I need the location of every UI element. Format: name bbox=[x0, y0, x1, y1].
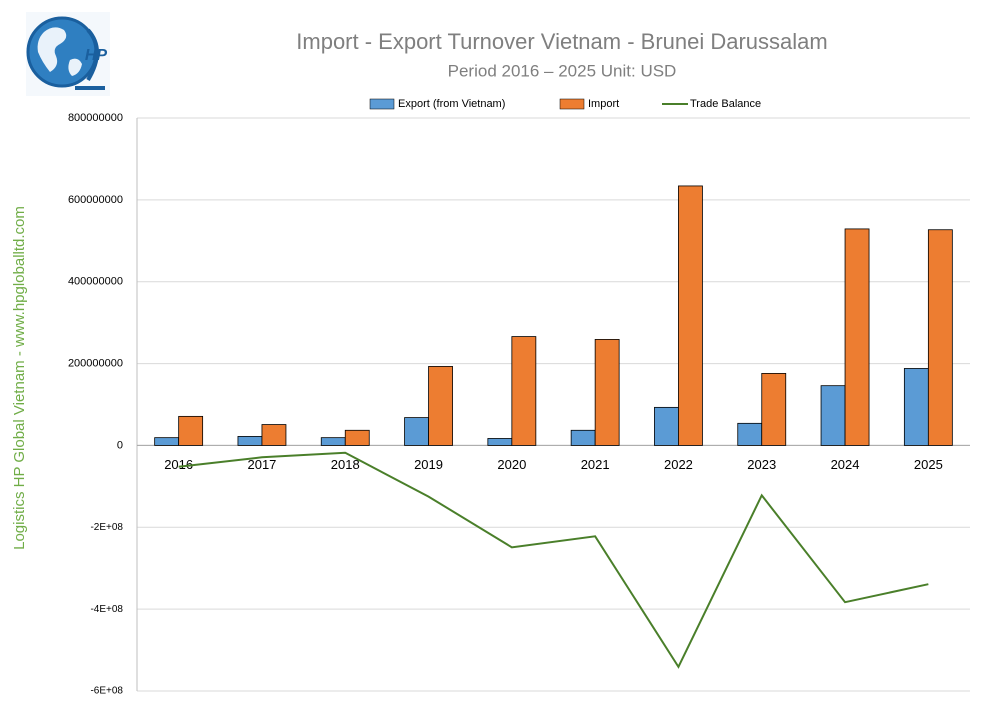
legend-label: Import bbox=[588, 98, 619, 110]
x-tick-label: 2020 bbox=[497, 457, 526, 472]
y-tick-label: 400000000 bbox=[68, 276, 123, 288]
x-tick-label: 2016 bbox=[164, 457, 193, 472]
bar bbox=[261, 424, 287, 446]
bar bbox=[820, 385, 846, 446]
bar bbox=[404, 417, 429, 446]
bar bbox=[511, 336, 537, 446]
x-tick-label: 2024 bbox=[831, 457, 860, 472]
trade-balance-line bbox=[178, 451, 929, 669]
x-tick-label: 2025 bbox=[914, 457, 943, 472]
logo-swoosh bbox=[75, 28, 105, 90]
bar bbox=[594, 339, 620, 446]
legend-label: Export (from Vietnam) bbox=[398, 98, 505, 110]
bar bbox=[428, 366, 453, 446]
bar bbox=[154, 437, 180, 446]
bar bbox=[844, 228, 870, 446]
legend-swatch bbox=[369, 98, 395, 110]
side-text: Logistics HP Global Vietnam - www.hpglob… bbox=[11, 206, 28, 550]
y-tick-label: 200000000 bbox=[68, 357, 123, 369]
bar bbox=[320, 437, 346, 446]
y-tick-label: 0 bbox=[117, 439, 123, 451]
bar bbox=[237, 436, 263, 446]
bar bbox=[927, 229, 953, 446]
logo: HP bbox=[26, 12, 110, 96]
x-tick-label: 2021 bbox=[581, 457, 610, 472]
bar bbox=[761, 372, 787, 446]
bar bbox=[178, 415, 204, 446]
chart-title: Import - Export Turnover Vietnam - Brune… bbox=[296, 29, 827, 54]
bar bbox=[737, 422, 763, 446]
bar bbox=[903, 368, 929, 446]
x-tick-label: 2022 bbox=[664, 457, 693, 472]
legend-label: Trade Balance bbox=[690, 98, 761, 110]
logo-land bbox=[68, 58, 82, 76]
chart-subtitle: Period 2016 – 2025 Unit: USD bbox=[448, 61, 677, 80]
bar bbox=[487, 438, 513, 446]
x-tick-label: 2018 bbox=[331, 457, 360, 472]
y-tick-label: -2E+08 bbox=[90, 522, 123, 533]
x-tick-label: 2017 bbox=[247, 457, 276, 472]
legend-swatch bbox=[559, 98, 585, 110]
bar bbox=[344, 429, 370, 446]
logo-land bbox=[37, 27, 67, 72]
logo-text: HP bbox=[85, 47, 108, 64]
y-tick-label: -4E+08 bbox=[90, 604, 123, 615]
bar bbox=[570, 429, 596, 446]
bar bbox=[678, 185, 703, 446]
y-tick-label: 800000000 bbox=[68, 112, 123, 124]
y-tick-label: 600000000 bbox=[68, 194, 123, 206]
x-tick-label: 2019 bbox=[414, 457, 443, 472]
y-tick-label: -6E+08 bbox=[90, 686, 123, 697]
bar bbox=[654, 406, 679, 446]
x-tick-label: 2023 bbox=[747, 457, 776, 472]
